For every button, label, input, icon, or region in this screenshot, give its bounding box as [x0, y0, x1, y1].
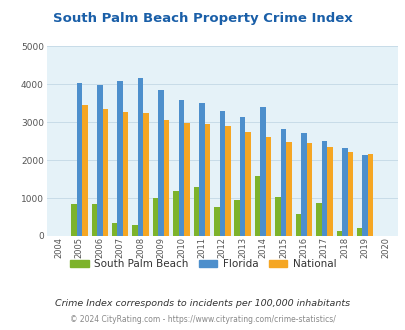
- Bar: [315, 203, 321, 236]
- Bar: [178, 100, 184, 236]
- Bar: [158, 90, 163, 236]
- Bar: [326, 147, 332, 236]
- Bar: [336, 231, 341, 236]
- Bar: [260, 107, 265, 236]
- Bar: [213, 207, 219, 236]
- Bar: [280, 129, 286, 236]
- Bar: [152, 198, 158, 236]
- Bar: [198, 103, 204, 236]
- Bar: [306, 143, 311, 236]
- Bar: [143, 114, 149, 236]
- Text: Crime Index corresponds to incidents per 100,000 inhabitants: Crime Index corresponds to incidents per…: [55, 299, 350, 308]
- Bar: [204, 124, 210, 236]
- Text: South Palm Beach Property Crime Index: South Palm Beach Property Crime Index: [53, 12, 352, 24]
- Bar: [295, 214, 301, 236]
- Bar: [173, 191, 178, 236]
- Bar: [112, 223, 117, 236]
- Bar: [301, 134, 306, 236]
- Bar: [347, 152, 352, 236]
- Bar: [77, 83, 82, 236]
- Bar: [234, 200, 239, 236]
- Bar: [362, 155, 367, 236]
- Bar: [367, 154, 373, 236]
- Bar: [341, 148, 347, 236]
- Bar: [97, 84, 102, 236]
- Bar: [275, 197, 280, 236]
- Legend: South Palm Beach, Florida, National: South Palm Beach, Florida, National: [66, 255, 339, 274]
- Bar: [245, 132, 250, 236]
- Bar: [219, 111, 224, 236]
- Bar: [117, 81, 123, 236]
- Bar: [356, 228, 362, 236]
- Bar: [82, 105, 87, 236]
- Bar: [254, 176, 260, 236]
- Bar: [321, 141, 326, 236]
- Bar: [163, 120, 169, 236]
- Bar: [102, 109, 108, 236]
- Text: © 2024 CityRating.com - https://www.cityrating.com/crime-statistics/: © 2024 CityRating.com - https://www.city…: [70, 315, 335, 324]
- Bar: [193, 187, 198, 236]
- Bar: [286, 142, 291, 236]
- Bar: [265, 137, 271, 236]
- Bar: [123, 112, 128, 236]
- Bar: [239, 117, 245, 236]
- Bar: [132, 225, 138, 236]
- Bar: [224, 126, 230, 236]
- Bar: [138, 78, 143, 236]
- Bar: [91, 204, 97, 236]
- Bar: [71, 204, 77, 236]
- Bar: [184, 123, 189, 236]
